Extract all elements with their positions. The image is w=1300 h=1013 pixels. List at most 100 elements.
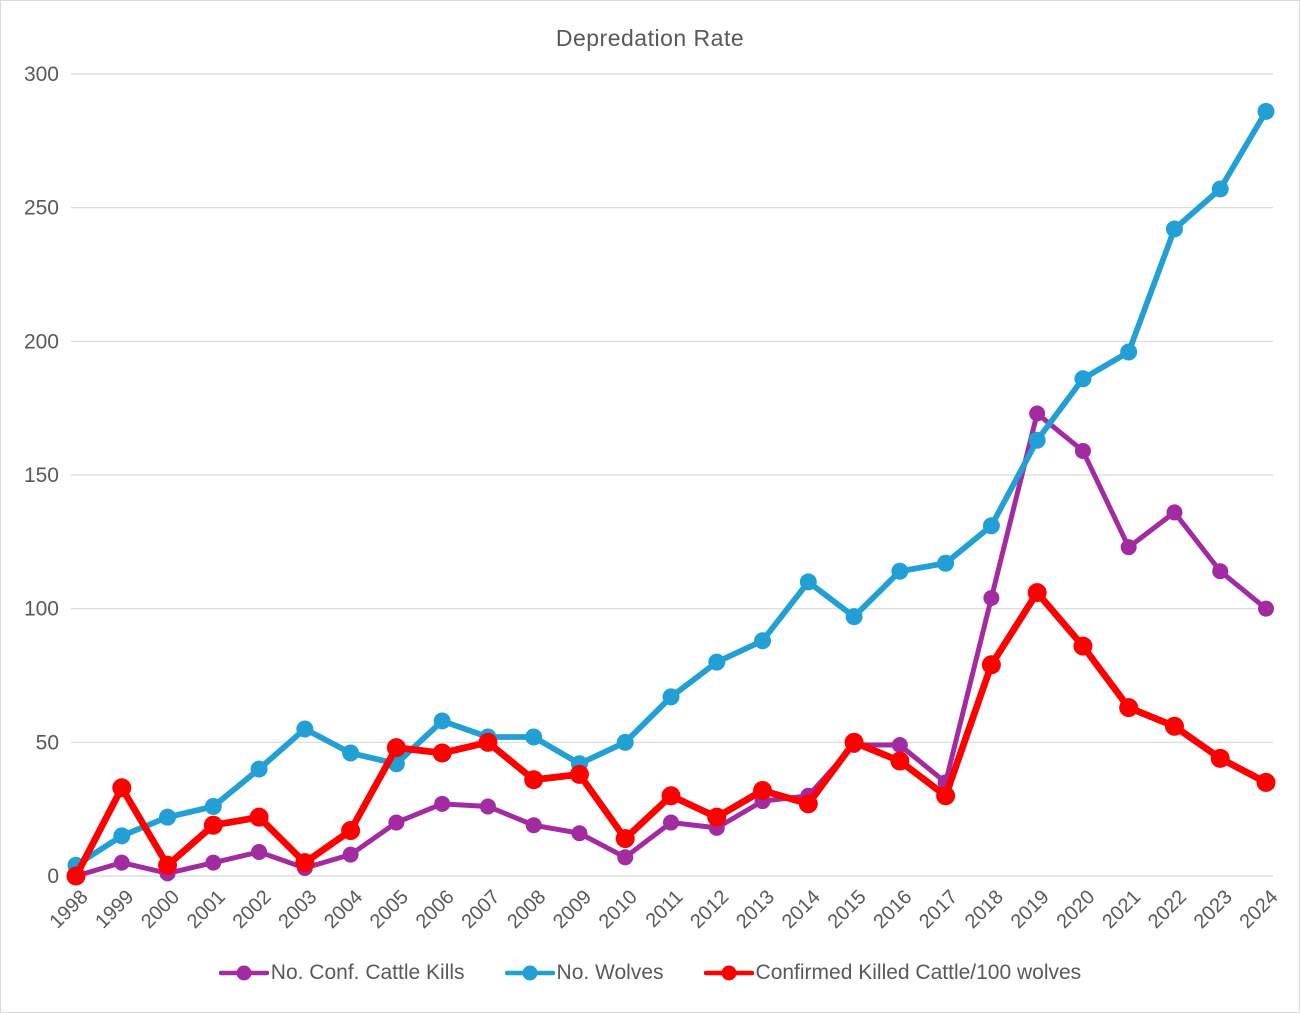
data-point	[1166, 504, 1183, 521]
data-point	[1074, 370, 1092, 388]
data-point	[1211, 180, 1229, 198]
data-point	[982, 517, 1000, 535]
x-axis-tick-label: 2017	[915, 886, 962, 933]
x-axis-tick-label: 2006	[412, 886, 459, 933]
data-point	[615, 829, 635, 849]
legend-label: Confirmed Killed Cattle/100 wolves	[755, 961, 1082, 984]
x-axis-tick-label: 2004	[320, 886, 367, 933]
data-point	[981, 655, 1001, 675]
y-axis-tick-label: 150	[24, 464, 59, 487]
data-point	[1074, 442, 1091, 459]
x-axis-tick-label: 2019	[1007, 886, 1054, 933]
y-axis-tick-label: 50	[36, 731, 59, 754]
data-point	[296, 720, 314, 738]
data-point	[798, 794, 818, 814]
data-point	[937, 554, 955, 572]
data-point	[388, 814, 405, 831]
data-point	[799, 573, 817, 591]
x-axis-tick-label: 2018	[961, 886, 1008, 933]
legend-dot	[522, 965, 538, 981]
data-point	[1165, 220, 1183, 238]
data-point	[1028, 431, 1046, 449]
data-point	[1256, 772, 1276, 792]
x-axis-tick-label: 2024	[1236, 886, 1283, 933]
data-point	[203, 815, 223, 835]
x-axis-tick-label: 2003	[274, 886, 321, 933]
data-point	[113, 827, 131, 845]
series-line-2	[72, 589, 1270, 880]
data-point	[662, 688, 680, 706]
data-point	[204, 797, 222, 815]
data-point	[525, 817, 542, 834]
data-point	[616, 733, 634, 751]
x-axis-tick-label: 2005	[366, 886, 413, 933]
data-point	[891, 562, 909, 580]
data-point	[1210, 748, 1230, 768]
data-point	[205, 854, 222, 871]
data-point	[113, 854, 130, 871]
data-point	[844, 732, 864, 752]
data-point	[386, 738, 406, 758]
data-point	[754, 632, 772, 650]
chart-legend: No. Conf. Cattle Kills No. Wolves Confirme…	[1, 953, 1299, 993]
data-point	[617, 849, 634, 866]
data-point	[525, 728, 543, 746]
data-point	[112, 778, 132, 798]
data-point	[158, 855, 178, 875]
x-axis-tick-label: 2010	[595, 886, 642, 933]
legend-marker-icon	[218, 965, 269, 981]
data-point	[569, 764, 589, 784]
legend-dot	[721, 965, 737, 981]
data-point	[571, 825, 588, 842]
data-point	[1027, 583, 1047, 603]
data-point	[891, 737, 908, 754]
data-point	[1164, 716, 1184, 736]
y-axis-tick-label: 250	[24, 197, 59, 220]
series-line-1	[73, 108, 1269, 869]
x-axis-tick-label: 2021	[1098, 886, 1145, 933]
data-point	[890, 751, 910, 771]
x-axis-tick-label: 2007	[457, 886, 504, 933]
data-point	[66, 866, 86, 886]
y-axis-tick-label: 0	[47, 865, 59, 888]
data-point	[708, 653, 726, 671]
data-point	[1029, 405, 1046, 422]
data-point	[433, 712, 451, 730]
x-axis-tick-label: 2011	[642, 886, 688, 932]
legend-dot	[236, 965, 252, 981]
x-axis-tick-label: 2013	[732, 886, 779, 933]
data-point	[524, 770, 544, 790]
x-axis-tick-label: 2008	[503, 886, 550, 933]
x-axis-tick-label: 2023	[1190, 886, 1237, 933]
data-point	[663, 814, 679, 831]
chart-title: Depredation Rate	[555, 25, 745, 51]
data-point	[251, 843, 268, 860]
chart-canvas: 0501001502002503001998199920002001200220…	[24, 63, 1283, 933]
data-point	[432, 743, 452, 763]
data-point	[983, 589, 1000, 606]
data-point	[1257, 102, 1275, 120]
data-point	[1119, 698, 1139, 718]
data-point	[1120, 539, 1137, 556]
data-point	[661, 786, 681, 806]
x-axis-tick-label: 2022	[1144, 886, 1191, 933]
data-point	[159, 808, 177, 826]
x-axis-tick-label: 1998	[46, 886, 93, 933]
data-point	[342, 744, 360, 762]
data-point	[250, 760, 268, 778]
x-axis-tick-label: 2001	[183, 886, 230, 933]
legend-item-2: Confirmed Killed Cattle/100 wolves	[703, 961, 1082, 985]
data-point	[1212, 563, 1229, 580]
x-axis-tick-label: 2020	[1052, 886, 1099, 933]
legend-marker-icon	[703, 965, 754, 981]
legend-marker-icon	[504, 965, 555, 981]
data-point	[295, 853, 315, 873]
data-point	[753, 780, 773, 800]
data-point	[1073, 636, 1093, 656]
x-axis-tick-label: 2014	[778, 886, 825, 933]
x-axis-tick-label: 2002	[229, 886, 276, 933]
legend-item-1: No. Wolves	[504, 961, 664, 985]
data-point	[341, 821, 361, 841]
y-axis-tick-label: 100	[24, 598, 59, 621]
x-axis-tick-label: 2000	[137, 886, 184, 933]
